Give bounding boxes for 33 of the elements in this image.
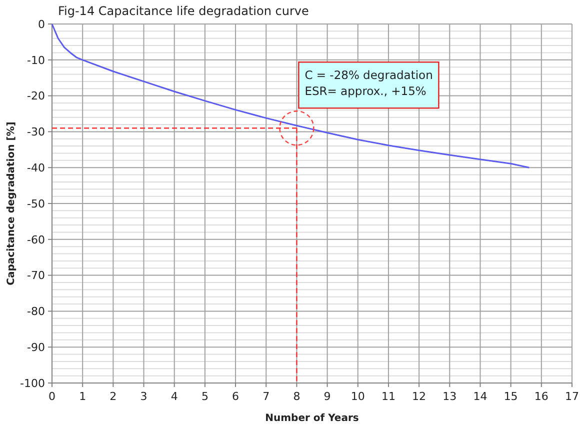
x-tick-label: 8 [293, 390, 300, 403]
y-tick-label: -20 [27, 90, 45, 103]
x-tick-label: 2 [110, 390, 117, 403]
x-tick-label: 5 [201, 390, 208, 403]
y-tick-label: -70 [27, 269, 45, 282]
x-tick-label: 4 [170, 390, 178, 403]
chart-title: Fig-14 Capacitance life degradation curve [58, 4, 309, 18]
y-tick-label: -60 [27, 233, 45, 246]
x-tick-label: 0 [48, 390, 56, 403]
x-tick-label: 10 [350, 390, 365, 403]
x-tick-label: 14 [473, 390, 488, 403]
x-tick-label: 1 [79, 390, 86, 403]
y-tick-label: 0 [38, 18, 45, 31]
y-tick-label: -90 [27, 340, 45, 354]
annotation: C = -28% degradation ESR= approx., +15% [304, 68, 433, 98]
x-tick-label: 16 [534, 390, 548, 403]
x-tick-label: 6 [232, 390, 240, 403]
y-tick-label: -40 [27, 161, 45, 174]
x-tick-label: 3 [140, 390, 148, 403]
x-tick-label: 17 [565, 390, 579, 403]
y-tick-label: -10 [27, 54, 45, 67]
y-tick-label: -80 [27, 305, 45, 318]
y-tick-label: -100 [20, 376, 45, 390]
y-tick-label: -50 [27, 197, 45, 210]
x-tick-label: 9 [324, 390, 331, 403]
y-tick-label: -30 [27, 126, 45, 139]
x-tick-label: 12 [412, 390, 426, 403]
x-tick-label: 7 [262, 390, 270, 403]
x-axis-title: Number of Years [265, 413, 359, 424]
x-tick-label: 11 [381, 390, 396, 403]
y-axis-title: Capacitance degradation [%] [6, 122, 17, 286]
x-tick-label: 15 [504, 390, 518, 403]
x-tick-label: 13 [442, 390, 457, 403]
